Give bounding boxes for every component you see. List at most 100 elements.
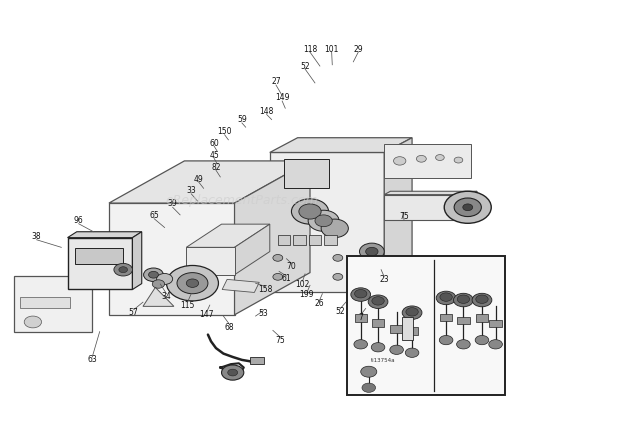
Circle shape <box>114 264 133 276</box>
Circle shape <box>440 335 453 345</box>
Circle shape <box>366 247 378 256</box>
Text: 29: 29 <box>353 45 363 54</box>
Text: 147: 147 <box>200 310 214 319</box>
Text: 23: 23 <box>379 275 389 284</box>
Circle shape <box>24 316 42 328</box>
Circle shape <box>315 215 332 227</box>
Polygon shape <box>143 287 174 306</box>
Text: 26: 26 <box>314 299 324 308</box>
Circle shape <box>144 268 164 281</box>
Polygon shape <box>133 232 142 289</box>
Text: 52: 52 <box>300 61 310 71</box>
Text: 102: 102 <box>295 280 310 288</box>
Circle shape <box>402 306 422 319</box>
Circle shape <box>368 295 388 308</box>
Text: 118: 118 <box>303 45 317 54</box>
Text: 82: 82 <box>211 163 221 172</box>
Circle shape <box>454 157 463 163</box>
Circle shape <box>472 293 492 307</box>
Bar <box>250 357 264 364</box>
Polygon shape <box>222 279 259 292</box>
Circle shape <box>453 293 473 307</box>
Bar <box>309 235 321 245</box>
Polygon shape <box>384 191 477 195</box>
Circle shape <box>291 199 329 224</box>
Text: 53: 53 <box>259 309 268 318</box>
Text: 34: 34 <box>162 292 171 301</box>
Polygon shape <box>270 138 412 152</box>
Circle shape <box>457 295 469 303</box>
Circle shape <box>355 289 367 298</box>
Circle shape <box>228 369 237 376</box>
Text: 52: 52 <box>335 308 345 316</box>
Circle shape <box>167 266 218 301</box>
Bar <box>75 248 123 264</box>
Bar <box>324 235 337 245</box>
Polygon shape <box>234 161 310 315</box>
Text: 63: 63 <box>87 355 97 364</box>
Polygon shape <box>384 144 471 178</box>
Circle shape <box>463 204 472 211</box>
Text: 65: 65 <box>149 211 159 220</box>
Circle shape <box>273 274 283 280</box>
Circle shape <box>186 279 198 287</box>
Circle shape <box>406 308 419 316</box>
Bar <box>489 320 502 327</box>
Text: 199: 199 <box>299 291 314 299</box>
Circle shape <box>333 255 343 261</box>
Circle shape <box>360 243 384 260</box>
Text: 57: 57 <box>129 308 139 317</box>
Bar <box>476 314 488 322</box>
Text: 61: 61 <box>281 275 291 283</box>
Text: 70: 70 <box>286 262 296 271</box>
Polygon shape <box>68 232 142 238</box>
Polygon shape <box>109 161 310 203</box>
Bar <box>406 327 419 335</box>
Polygon shape <box>68 238 133 289</box>
Circle shape <box>372 297 384 305</box>
Polygon shape <box>14 276 92 332</box>
Circle shape <box>476 295 488 303</box>
Polygon shape <box>186 247 234 275</box>
Text: 38: 38 <box>32 232 42 241</box>
Text: 148: 148 <box>260 107 274 115</box>
Polygon shape <box>109 203 234 315</box>
Circle shape <box>394 157 406 165</box>
Text: 33: 33 <box>187 187 196 195</box>
Circle shape <box>157 274 172 284</box>
Text: 96: 96 <box>74 216 84 225</box>
Polygon shape <box>471 191 477 220</box>
Bar <box>391 325 403 333</box>
Polygon shape <box>234 224 270 275</box>
Text: 101: 101 <box>324 45 339 54</box>
Text: 39: 39 <box>168 199 177 209</box>
Circle shape <box>445 191 491 223</box>
Bar <box>20 297 70 308</box>
Circle shape <box>299 204 321 219</box>
Circle shape <box>440 293 452 301</box>
Text: 115: 115 <box>180 301 195 310</box>
Circle shape <box>371 343 385 352</box>
Text: 68: 68 <box>225 323 234 332</box>
Text: 49: 49 <box>194 175 203 184</box>
Circle shape <box>436 291 456 305</box>
Polygon shape <box>270 152 384 291</box>
Circle shape <box>177 273 208 294</box>
Bar <box>457 317 469 324</box>
Circle shape <box>308 210 339 231</box>
Bar <box>347 256 505 395</box>
Bar <box>402 317 413 340</box>
Text: 45: 45 <box>209 151 219 160</box>
Text: 75: 75 <box>275 335 285 345</box>
Circle shape <box>405 348 419 357</box>
Text: 7: 7 <box>358 313 363 322</box>
Polygon shape <box>384 138 412 291</box>
Bar <box>440 313 452 321</box>
Text: 27: 27 <box>271 77 281 86</box>
Circle shape <box>456 340 470 349</box>
Circle shape <box>351 288 371 301</box>
Circle shape <box>361 366 377 377</box>
Text: 150: 150 <box>218 127 232 136</box>
Circle shape <box>354 340 368 349</box>
Text: eReplacementParts.com: eReplacementParts.com <box>166 195 318 207</box>
